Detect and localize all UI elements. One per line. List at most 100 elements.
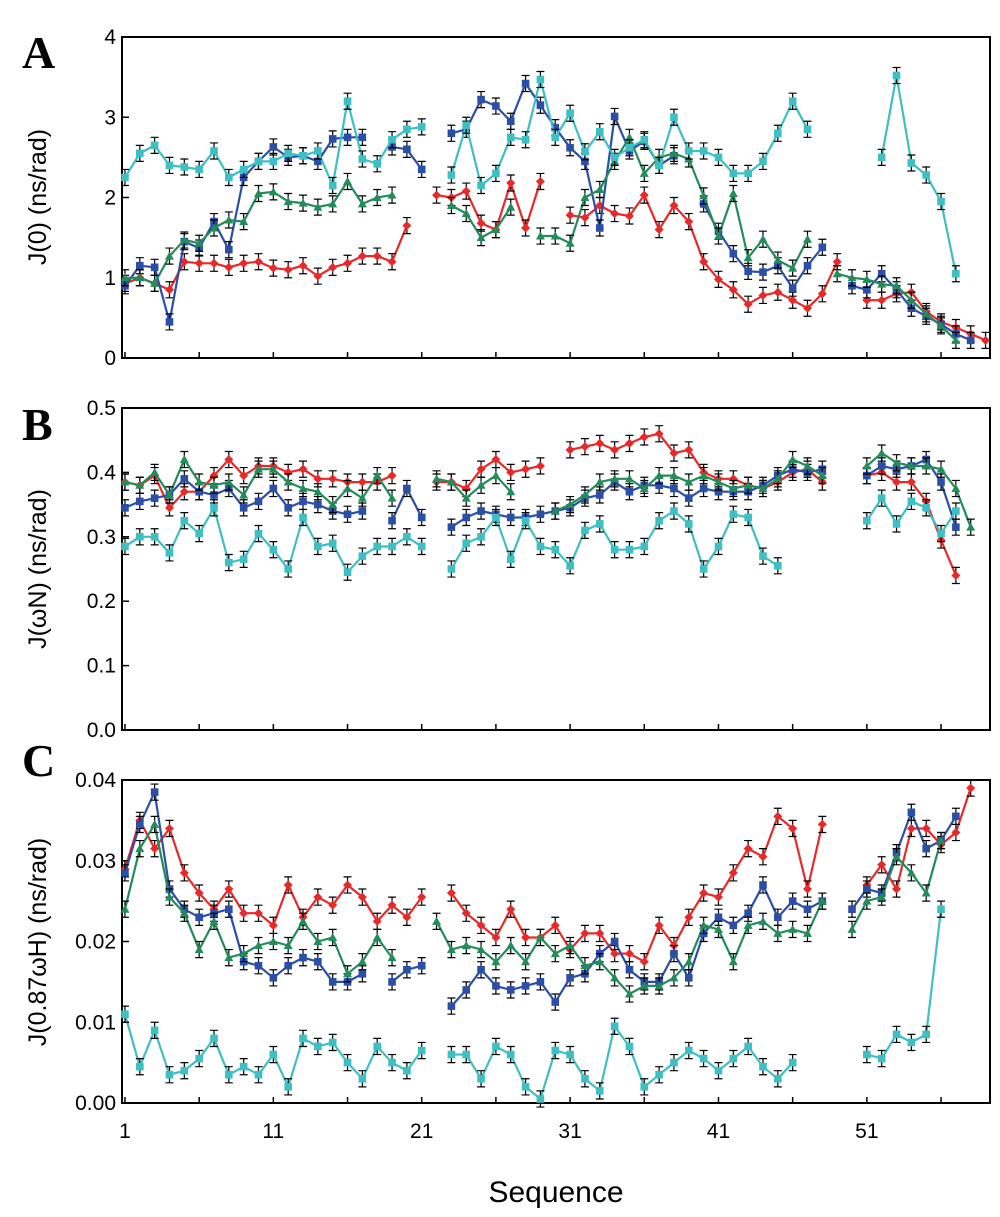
y-tick-label: 0.00 — [75, 1092, 116, 1115]
data-point — [699, 1054, 708, 1063]
data-point — [906, 868, 916, 877]
data-point — [713, 477, 723, 486]
data-point — [952, 812, 960, 821]
data-point — [610, 112, 619, 121]
data-point — [194, 238, 204, 247]
data-point — [209, 916, 219, 925]
data-point — [284, 504, 292, 512]
panel-A: A J(0) (ns/rad) 0 1 2 3 4 — [22, 26, 991, 370]
data-point — [684, 445, 694, 455]
data-point — [966, 336, 975, 345]
data-point — [239, 504, 248, 512]
x-axis-label: Sequence — [488, 1176, 623, 1209]
data-point — [417, 123, 426, 131]
data-point — [447, 523, 456, 531]
data-point — [477, 965, 485, 974]
plot-frame — [121, 36, 991, 359]
data-point — [565, 445, 575, 455]
data-point — [595, 957, 605, 966]
data-point — [194, 945, 204, 954]
data-point — [239, 555, 248, 564]
data-point — [952, 269, 960, 278]
data-point — [699, 920, 709, 929]
data-point — [639, 190, 649, 200]
data-point — [150, 533, 159, 541]
data-point — [684, 974, 693, 982]
data-point — [372, 471, 382, 480]
data-point — [357, 493, 367, 502]
data-point — [372, 916, 382, 926]
data-point — [150, 819, 160, 828]
data-point — [492, 102, 500, 110]
data-point — [150, 467, 160, 476]
data-point — [640, 542, 649, 551]
data-point — [343, 258, 353, 268]
data-point — [743, 299, 753, 309]
data-point — [447, 129, 456, 138]
data-point — [862, 461, 872, 470]
series-line — [451, 1025, 794, 1101]
data-point — [729, 510, 738, 519]
data-point — [239, 949, 249, 958]
data-point — [284, 961, 292, 970]
data-point — [595, 127, 604, 136]
data-point — [713, 924, 723, 933]
x-tick-label: 41 — [707, 1120, 730, 1143]
data-point — [802, 928, 812, 937]
data-point — [654, 920, 664, 930]
data-point — [373, 1042, 382, 1051]
data-point — [446, 888, 456, 898]
data-point — [877, 279, 887, 288]
data-point — [299, 151, 307, 160]
data-point — [922, 171, 930, 179]
data-point — [788, 465, 797, 473]
data-point — [343, 97, 352, 105]
data-point — [907, 159, 916, 167]
data-point — [254, 257, 264, 267]
data-point — [610, 937, 619, 946]
data-point — [907, 808, 916, 817]
data-point — [655, 161, 663, 170]
data-point — [566, 109, 574, 118]
data-point — [461, 493, 471, 502]
data-point — [210, 504, 218, 512]
data-point — [817, 289, 827, 299]
data-point — [907, 497, 916, 506]
data-point — [684, 494, 693, 502]
data-point — [624, 989, 634, 998]
data-point — [536, 101, 545, 110]
data-point — [877, 1054, 886, 1063]
data-point — [225, 1070, 233, 1079]
data-point — [225, 558, 233, 567]
data-point — [461, 908, 471, 918]
data-point — [313, 487, 323, 496]
data-point — [417, 892, 427, 902]
data-point — [670, 1058, 678, 1067]
data-point — [566, 1050, 574, 1059]
data-point — [165, 318, 174, 326]
x-tick-label: 51 — [855, 1120, 878, 1143]
data-point — [283, 197, 293, 206]
data-point — [343, 484, 353, 492]
data-point — [728, 474, 738, 484]
data-point — [328, 932, 338, 941]
data-point — [952, 507, 960, 515]
data-point — [536, 510, 545, 519]
data-point — [728, 285, 738, 295]
data-point — [209, 258, 219, 268]
data-point — [536, 75, 545, 84]
data-point — [403, 965, 411, 974]
data-point — [684, 957, 694, 966]
data-point — [744, 909, 752, 918]
data-point — [195, 529, 203, 538]
data-point — [906, 823, 916, 833]
data-point — [358, 133, 367, 142]
data-point — [670, 507, 678, 515]
data-point — [788, 455, 798, 464]
data-point — [372, 932, 382, 941]
data-point — [254, 529, 263, 538]
panel-letter: A — [22, 27, 55, 78]
data-point — [565, 500, 575, 509]
data-point — [595, 477, 605, 486]
data-point — [535, 231, 545, 240]
